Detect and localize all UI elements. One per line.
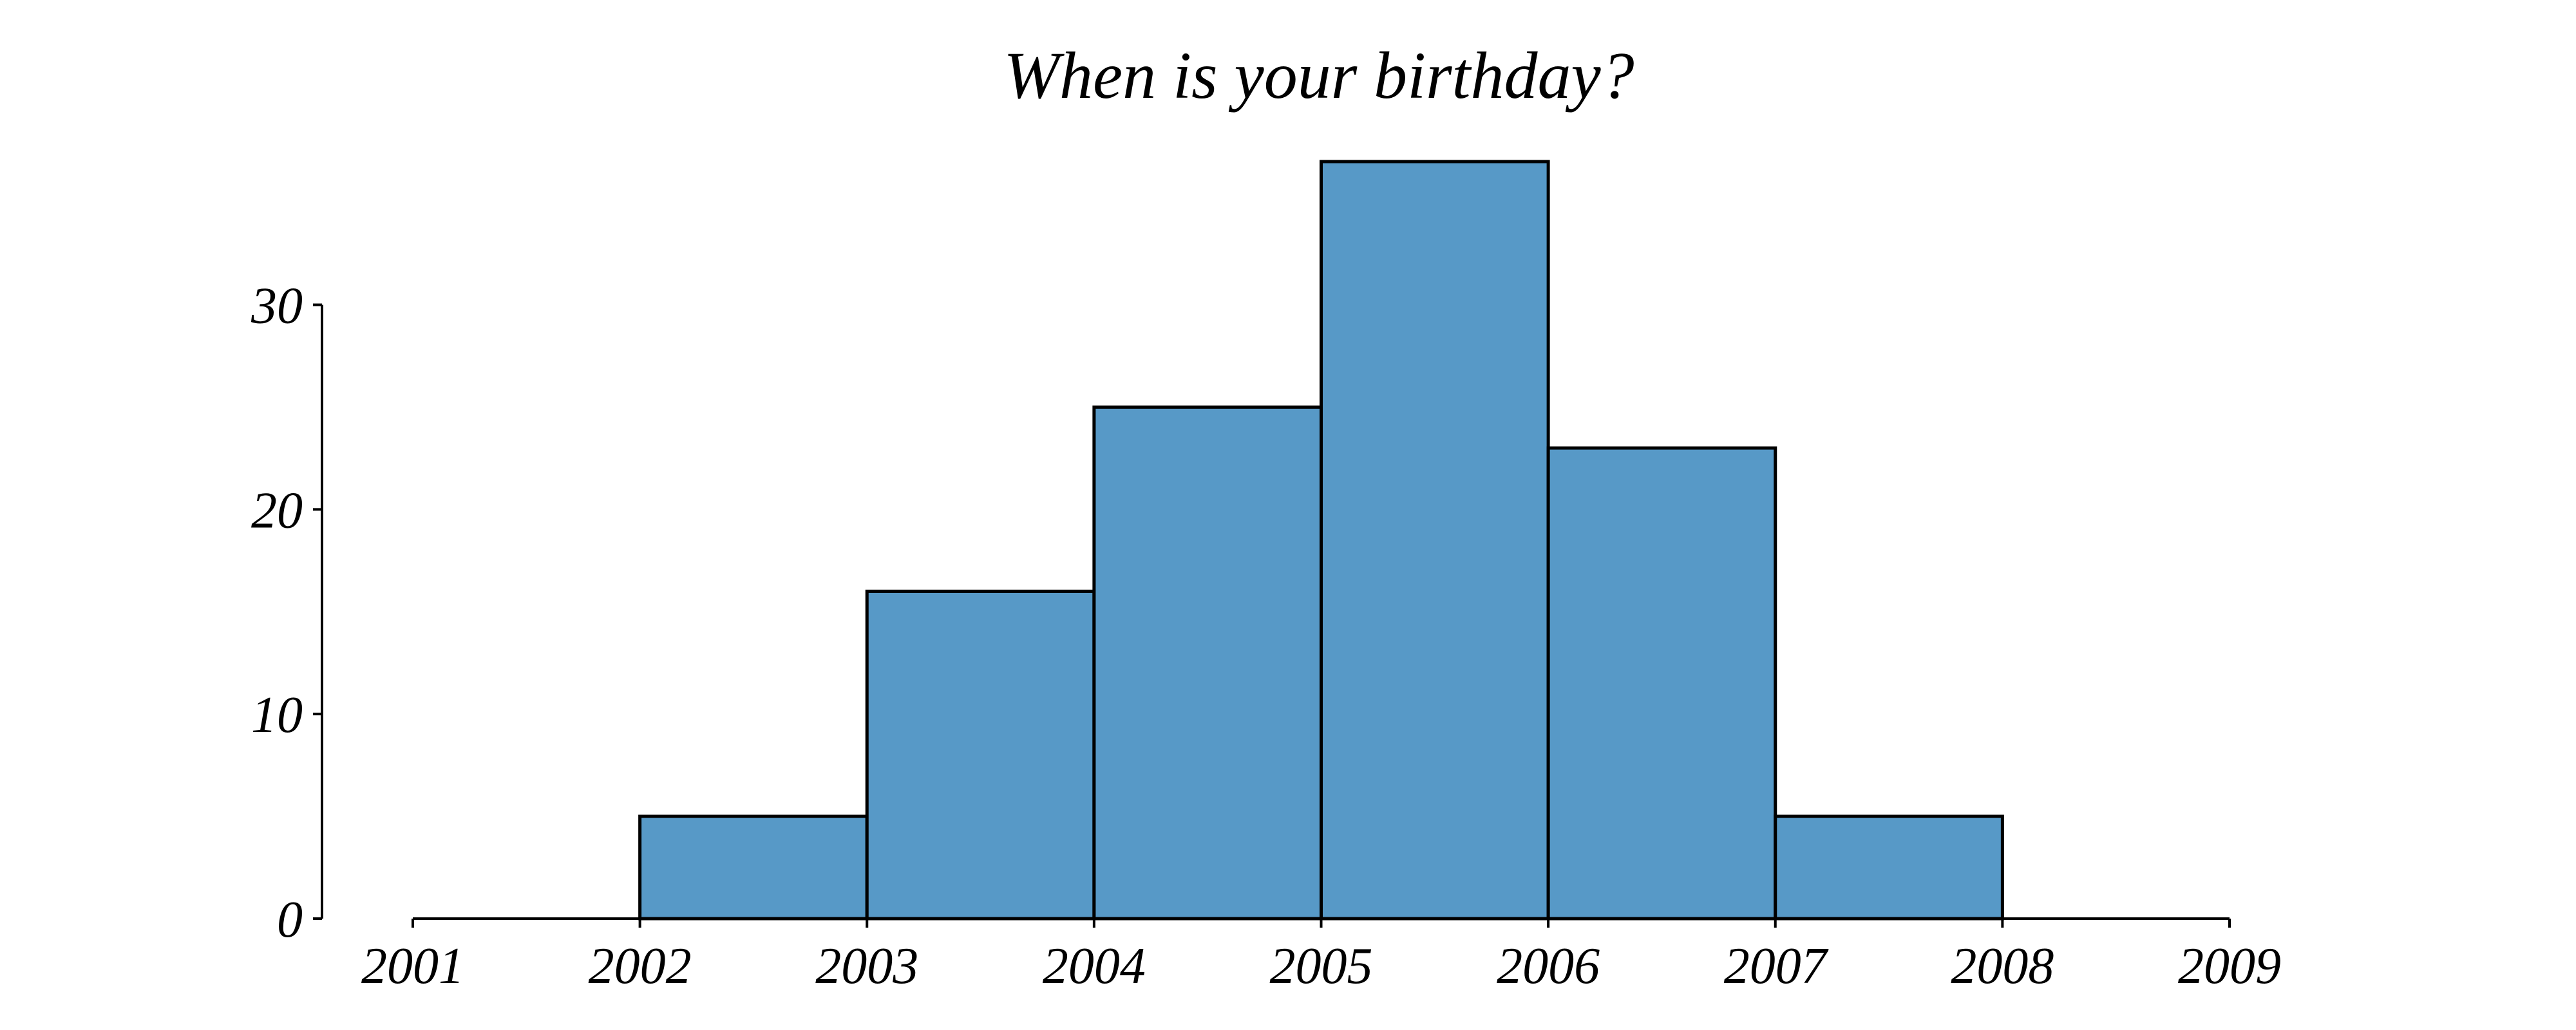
histogram-bar-2004 xyxy=(1092,405,1323,921)
bars-group xyxy=(638,160,2004,921)
x-axis: 2001 2002 2003 2004 2005 2006 2007 2008 2009 xyxy=(361,917,2281,995)
histogram-bar-2002 xyxy=(638,814,869,921)
y-tick-label: 10 xyxy=(251,687,303,744)
x-tick-label: 2009 xyxy=(2178,938,2281,995)
x-tick-label: 2001 xyxy=(361,938,464,995)
histogram-bar-2005 xyxy=(1320,160,1550,921)
x-tick-label: 2003 xyxy=(815,938,918,995)
y-tick-label: 0 xyxy=(277,892,303,948)
y-tick-label: 20 xyxy=(251,482,303,539)
y-tick-label: 30 xyxy=(251,277,303,334)
histogram-bar-2007 xyxy=(1774,814,2004,921)
chart-title: When is your birthday? xyxy=(1003,39,1634,113)
x-tick-label: 2007 xyxy=(1724,938,1829,995)
x-tick-label: 2002 xyxy=(589,938,692,995)
x-tick-label: 2006 xyxy=(1497,938,1600,995)
x-tick-label: 2008 xyxy=(1951,938,2054,995)
x-tick-label: 2005 xyxy=(1270,938,1373,995)
histogram-bar-2003 xyxy=(865,589,1096,921)
histogram-bar-2006 xyxy=(1546,446,1777,921)
y-axis: 0 10 20 30 xyxy=(251,277,323,948)
x-tick-label: 2004 xyxy=(1043,938,1146,995)
